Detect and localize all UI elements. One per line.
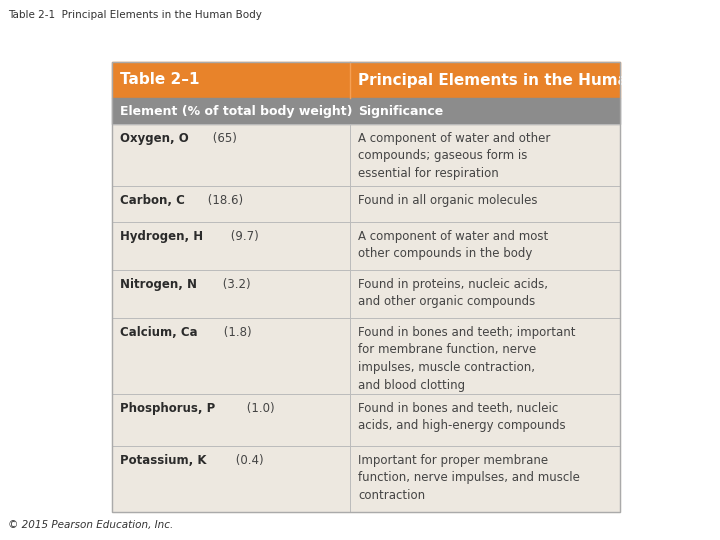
Text: Potassium, K: Potassium, K — [120, 454, 207, 467]
Text: Oxygen, O: Oxygen, O — [120, 132, 189, 145]
Text: (9.7): (9.7) — [228, 230, 259, 243]
Text: Found in bones and teeth, nucleic
acids, and high-energy compounds: Found in bones and teeth, nucleic acids,… — [358, 402, 566, 433]
Text: A component of water and most
other compounds in the body: A component of water and most other comp… — [358, 230, 548, 260]
Bar — [112, 270, 620, 318]
Text: Important for proper membrane
function, nerve impulses, and muscle
contraction: Important for proper membrane function, … — [358, 454, 580, 502]
Text: Nitrogen, N: Nitrogen, N — [120, 278, 197, 291]
Text: Significance: Significance — [358, 105, 444, 118]
Text: Phosphorus, P: Phosphorus, P — [120, 402, 215, 415]
Text: Found in all organic molecules: Found in all organic molecules — [358, 194, 538, 207]
Text: Found in bones and teeth; important
for membrane function, nerve
impulses, muscl: Found in bones and teeth; important for … — [358, 326, 575, 392]
Text: Hydrogen, H: Hydrogen, H — [120, 230, 203, 243]
Text: (18.6): (18.6) — [204, 194, 243, 207]
Text: (1.8): (1.8) — [220, 326, 252, 339]
Text: © 2015 Pearson Education, Inc.: © 2015 Pearson Education, Inc. — [8, 520, 174, 530]
Text: A component of water and other
compounds; gaseous form is
essential for respirat: A component of water and other compounds… — [358, 132, 550, 180]
Bar — [112, 318, 620, 394]
Text: (3.2): (3.2) — [220, 278, 251, 291]
Bar — [112, 124, 620, 186]
Bar — [112, 394, 620, 446]
Text: (0.4): (0.4) — [232, 454, 264, 467]
Bar — [112, 98, 620, 124]
Text: Carbon, C: Carbon, C — [120, 194, 185, 207]
Bar — [112, 222, 620, 270]
Bar — [112, 62, 620, 98]
Bar — [112, 62, 620, 512]
Text: Table 2–1: Table 2–1 — [120, 72, 199, 87]
Text: Calcium, Ca: Calcium, Ca — [120, 326, 197, 339]
Text: Principal Elements in the Human Body: Principal Elements in the Human Body — [358, 72, 687, 87]
Text: (1.0): (1.0) — [243, 402, 274, 415]
Text: Element (% of total body weight): Element (% of total body weight) — [120, 105, 353, 118]
Bar — [112, 446, 620, 512]
Text: (65): (65) — [209, 132, 237, 145]
Text: Table 2-1  Principal Elements in the Human Body: Table 2-1 Principal Elements in the Huma… — [8, 10, 262, 20]
Text: Found in proteins, nucleic acids,
and other organic compounds: Found in proteins, nucleic acids, and ot… — [358, 278, 548, 308]
Bar — [112, 186, 620, 222]
